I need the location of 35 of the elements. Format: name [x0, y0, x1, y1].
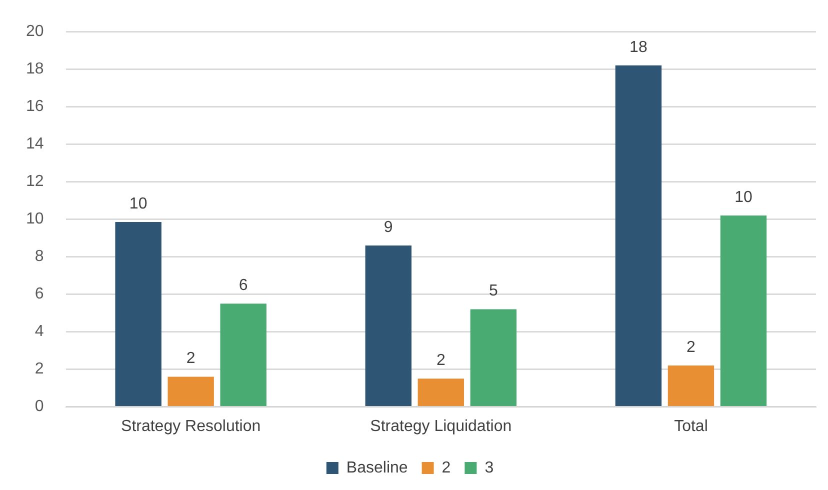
bar [470, 309, 517, 406]
x-tick-label: Strategy Liquidation [370, 418, 512, 435]
y-tick-label: 20 [26, 23, 44, 40]
data-label: 2 [436, 352, 446, 370]
data-label: 10 [129, 195, 148, 212]
y-tick-label: 18 [26, 60, 44, 78]
bar [615, 65, 662, 406]
bar [115, 222, 162, 406]
data-label: 2 [686, 338, 696, 356]
data-label: 18 [630, 38, 648, 56]
legend-label: Baseline [346, 459, 408, 476]
x-tick-label: Total [674, 418, 708, 435]
y-tick-label: 8 [34, 248, 44, 266]
y-tick-label: 4 [34, 323, 44, 340]
y-tick-label: 12 [26, 173, 44, 190]
y-tick-label: 6 [34, 286, 44, 303]
y-tick-label: 10 [26, 210, 44, 228]
x-tick-label: Strategy Resolution [121, 418, 261, 435]
bar [720, 215, 767, 406]
bar [168, 376, 214, 406]
data-label: 2 [186, 350, 196, 368]
legend-label: 2 [442, 459, 451, 476]
bar [220, 304, 266, 406]
y-tick-label: 0 [34, 398, 44, 416]
data-label: 10 [734, 188, 752, 206]
y-tick-label: 2 [34, 360, 44, 378]
data-label: 5 [488, 282, 498, 300]
data-label: 9 [384, 218, 393, 236]
y-tick-label: 16 [26, 98, 44, 116]
y-tick-label: 14 [26, 136, 44, 153]
legend-label: 3 [484, 459, 494, 476]
bar [668, 366, 714, 406]
bar [418, 378, 464, 406]
bar [365, 245, 412, 406]
data-label: 6 [238, 277, 248, 294]
